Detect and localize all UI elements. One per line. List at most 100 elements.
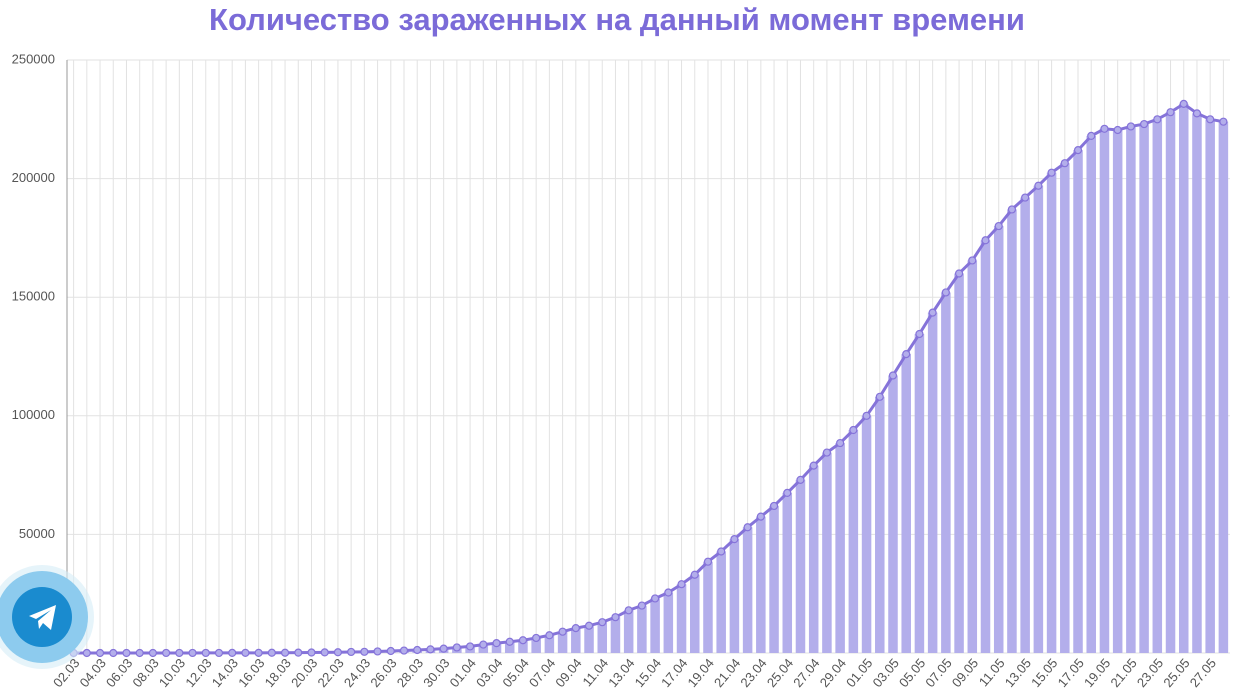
bar (967, 260, 978, 653)
x-tick-label: 11.05 (976, 655, 1008, 689)
bar (663, 592, 674, 653)
telegram-icon (29, 605, 56, 630)
bar (531, 637, 541, 653)
point (1021, 193, 1030, 202)
bar (914, 333, 925, 653)
bar (1178, 103, 1189, 653)
x-tick-label: 28.03 (394, 655, 426, 690)
point (1179, 99, 1188, 108)
telegram-button[interactable] (0, 565, 94, 669)
bar (1046, 172, 1057, 654)
point (1219, 117, 1228, 126)
bar (1152, 119, 1163, 654)
bar (1086, 135, 1096, 654)
bar (742, 527, 753, 653)
bar (1165, 112, 1176, 653)
point (1166, 108, 1175, 117)
bar (1205, 119, 1215, 654)
x-tick-label: 06.03 (103, 655, 135, 690)
point (333, 648, 343, 657)
bar (491, 643, 502, 653)
bar (557, 631, 568, 653)
point (465, 642, 475, 651)
point (888, 371, 898, 380)
bar (822, 452, 832, 653)
y-tick-label: 100000 (12, 407, 55, 422)
point (637, 601, 646, 610)
bar (584, 625, 594, 653)
point (307, 648, 316, 657)
point (769, 501, 779, 511)
point (981, 236, 990, 245)
point (280, 648, 290, 657)
point (558, 627, 567, 636)
point (294, 648, 303, 657)
point (796, 475, 805, 484)
point (730, 535, 739, 544)
point (968, 256, 977, 265)
point (505, 637, 514, 646)
point (849, 425, 858, 435)
point (267, 648, 276, 657)
point (862, 411, 871, 420)
x-tick-label: 07.05 (922, 655, 954, 690)
y-tick-label: 50000 (19, 526, 55, 541)
bar (769, 505, 779, 653)
bar (875, 396, 885, 653)
point (545, 631, 554, 640)
point (928, 308, 937, 317)
x-tick-label: 01.05 (843, 655, 875, 690)
x-tick-label: 14.03 (209, 655, 241, 690)
point (532, 633, 541, 643)
point (783, 488, 792, 497)
bar (597, 622, 608, 653)
bar (901, 354, 911, 653)
point (254, 648, 263, 657)
x-tick-label: 15.04 (632, 655, 664, 690)
bar (1020, 197, 1030, 654)
bar (980, 240, 991, 653)
x-tick-label: 01.04 (447, 655, 479, 690)
x-tick-label: 12.03 (182, 655, 214, 690)
x-tick-label: 13.04 (605, 655, 637, 690)
x-tick-label: 16.03 (235, 655, 267, 690)
x-tick-label: 08.03 (129, 655, 161, 690)
point (320, 648, 329, 657)
button-core[interactable] (12, 587, 72, 647)
point (162, 648, 171, 658)
point (122, 648, 131, 658)
bar (504, 641, 515, 653)
y-tick-label: 250000 (12, 51, 55, 66)
point (135, 648, 144, 658)
point (1126, 122, 1135, 131)
x-tick-label: 27.04 (790, 655, 822, 690)
x-tick-label: 09.04 (552, 655, 584, 690)
bar (716, 551, 726, 653)
point (413, 645, 422, 655)
x-tick-label: 17.04 (658, 655, 690, 690)
point (624, 606, 633, 615)
point (214, 648, 224, 658)
point (1034, 181, 1043, 190)
bar (1060, 163, 1070, 653)
bar (941, 292, 951, 653)
point (822, 448, 832, 457)
chart-title: Количество зараженных на данный момент в… (209, 2, 1025, 37)
bar (808, 465, 819, 653)
bar (729, 539, 740, 653)
point (836, 438, 845, 448)
point (690, 570, 699, 579)
bar (1126, 126, 1136, 653)
bar (782, 492, 793, 653)
x-tick-label: 07.04 (526, 655, 558, 690)
x-tick-label: 09.05 (949, 655, 981, 690)
point (717, 547, 726, 556)
point (1073, 146, 1083, 155)
point (598, 618, 607, 627)
x-tick-label: 17.05 (1055, 655, 1087, 690)
x-tick-label: 05.04 (499, 655, 531, 690)
point (241, 648, 250, 657)
point (148, 648, 158, 658)
x-tick-label: 05.05 (896, 655, 928, 690)
